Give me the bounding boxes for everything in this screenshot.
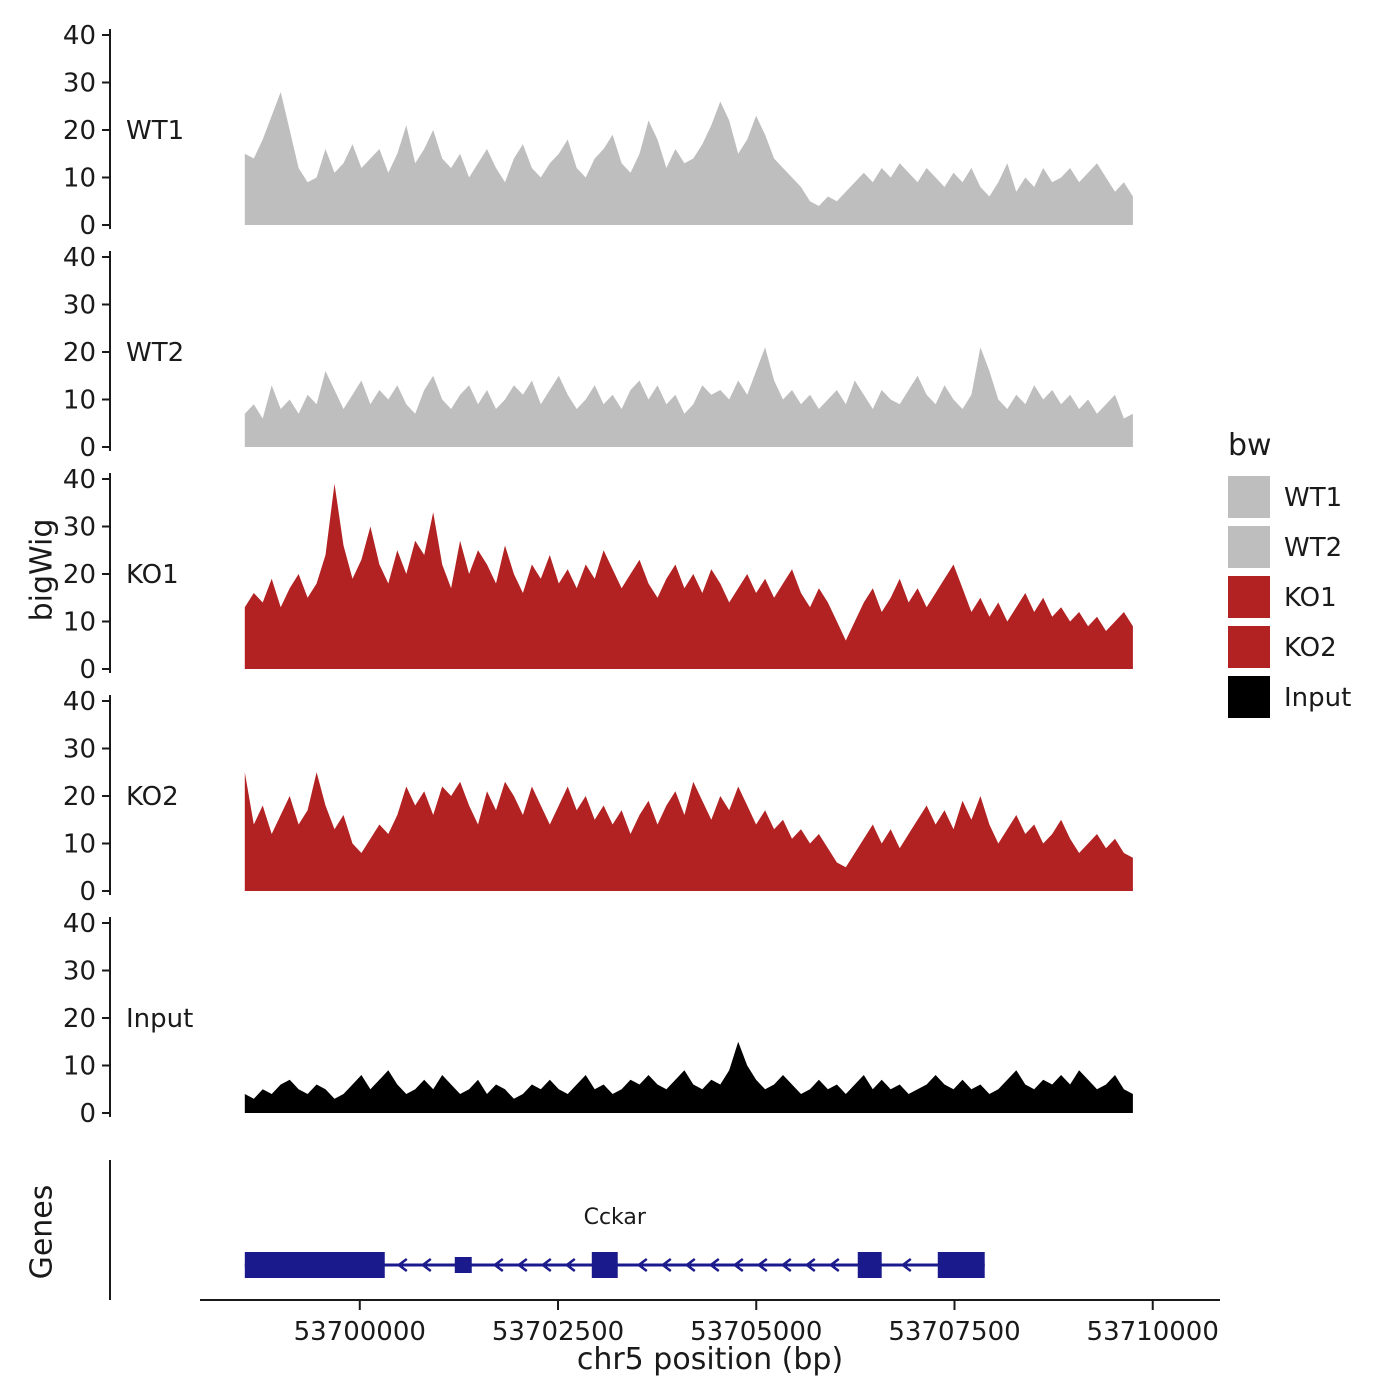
strand-arrow <box>636 1258 648 1272</box>
y-tick-label: 20 <box>63 1004 96 1034</box>
legend-label-KO1: KO1 <box>1284 583 1337 613</box>
strand-arrow <box>900 1258 912 1272</box>
exon-1 <box>244 1252 385 1278</box>
track-label-Input: Input <box>126 1004 193 1034</box>
y-tick-label: 40 <box>63 243 96 273</box>
y-axis-title: bigWig <box>24 518 60 622</box>
y-tick-label: 0 <box>79 877 96 907</box>
x-tick-label: 53700000 <box>294 1317 426 1347</box>
exon-3 <box>591 1252 618 1278</box>
legend-swatch-WT2 <box>1228 526 1270 568</box>
x-tick-label: 53707500 <box>888 1317 1020 1347</box>
y-tick-label: 20 <box>63 338 96 368</box>
exon-2 <box>454 1257 472 1273</box>
y-tick-label: 20 <box>63 116 96 146</box>
strand-arrow <box>780 1258 792 1272</box>
y-tick-label: 30 <box>63 69 96 99</box>
strand-arrow <box>492 1258 504 1272</box>
legend-swatch-WT1 <box>1228 476 1270 518</box>
legend-label-WT2: WT2 <box>1284 533 1342 563</box>
y-tick-label: 40 <box>63 465 96 495</box>
legend-label-KO2: KO2 <box>1284 633 1337 663</box>
strand-arrow <box>756 1258 768 1272</box>
y-tick-label: 40 <box>63 21 96 51</box>
track-label-WT1: WT1 <box>126 116 184 146</box>
x-axis-title: chr5 position (bp) <box>576 1342 844 1377</box>
y-tick-label: 10 <box>63 830 96 860</box>
y-tick-label: 40 <box>63 909 96 939</box>
legend-label-Input: Input <box>1284 683 1351 713</box>
y-tick-label: 20 <box>63 782 96 812</box>
x-tick-label: 53705000 <box>690 1317 822 1347</box>
strand-arrow <box>732 1258 744 1272</box>
legend-swatch-Input <box>1228 676 1270 718</box>
y-tick-label: 30 <box>63 513 96 543</box>
y-tick-label: 0 <box>79 433 96 463</box>
legend-label-WT1: WT1 <box>1284 483 1342 513</box>
strand-arrow <box>396 1258 408 1272</box>
gene-name: Cckar <box>584 1205 647 1230</box>
y-tick-label: 40 <box>63 687 96 717</box>
legend-title: bw <box>1228 428 1272 463</box>
track-label-WT2: WT2 <box>126 338 184 368</box>
y-tick-label: 30 <box>63 735 96 765</box>
y-tick-label: 0 <box>79 655 96 685</box>
y-tick-label: 20 <box>63 560 96 590</box>
strand-arrow <box>660 1258 672 1272</box>
y-tick-label: 10 <box>63 164 96 194</box>
strand-arrow <box>564 1258 576 1272</box>
strand-arrow <box>516 1258 528 1272</box>
strand-arrow <box>540 1258 552 1272</box>
y-tick-label: 0 <box>79 1099 96 1129</box>
coverage-area-WT1 <box>244 92 1133 225</box>
genes-axis-title: Genes <box>24 1184 60 1280</box>
x-tick-label: 53702500 <box>492 1317 624 1347</box>
legend-swatch-KO1 <box>1228 576 1270 618</box>
strand-arrow <box>420 1258 432 1272</box>
exon-5 <box>937 1252 985 1278</box>
y-tick-label: 10 <box>63 608 96 638</box>
coverage-area-KO2 <box>244 772 1133 891</box>
strand-arrow <box>708 1258 720 1272</box>
y-tick-label: 10 <box>63 386 96 416</box>
coverage-area-WT2 <box>244 347 1133 447</box>
track-label-KO1: KO1 <box>126 560 179 590</box>
track-label-KO2: KO2 <box>126 782 179 812</box>
y-tick-label: 30 <box>63 957 96 987</box>
coverage-area-KO1 <box>244 483 1133 669</box>
exon-4 <box>857 1252 882 1278</box>
strand-arrow <box>828 1258 840 1272</box>
coverage-area-Input <box>244 1041 1133 1113</box>
y-tick-label: 30 <box>63 291 96 321</box>
y-tick-label: 10 <box>63 1052 96 1082</box>
y-tick-label: 0 <box>79 211 96 241</box>
strand-arrow <box>684 1258 696 1272</box>
x-tick-label: 53710000 <box>1087 1317 1219 1347</box>
legend-swatch-KO2 <box>1228 626 1270 668</box>
strand-arrow <box>804 1258 816 1272</box>
